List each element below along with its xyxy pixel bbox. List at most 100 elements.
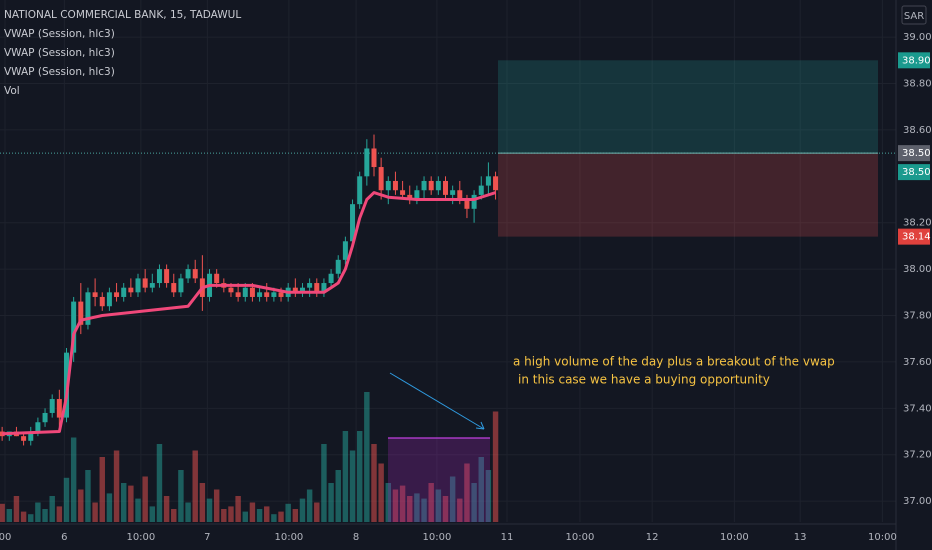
candle-body: [428, 180, 434, 191]
entry-label-bg: [898, 164, 930, 181]
volume-bar: [328, 483, 334, 522]
volume-bar: [142, 476, 148, 522]
candle-body: [471, 194, 477, 209]
y-tick-label: 37.00: [903, 496, 932, 507]
candle-body: [435, 180, 441, 191]
volume-bar: [185, 502, 191, 522]
candle-body: [321, 283, 327, 293]
y-tick-label: 38.20: [903, 218, 932, 229]
volume-bar: [321, 444, 327, 522]
x-tick-label: 00: [0, 532, 11, 543]
volume-bar: [192, 450, 198, 522]
candle-body: [185, 269, 191, 279]
volume-bar: [378, 463, 384, 522]
x-tick-label: 11: [501, 532, 514, 543]
volume-bar: [271, 514, 277, 522]
volume-bar: [35, 502, 41, 522]
indicator-label: Vol: [4, 85, 20, 97]
volume-bar: [28, 514, 34, 522]
candle-body: [214, 273, 220, 284]
loss-zone: [498, 153, 878, 237]
candle-body: [35, 422, 41, 432]
volume-bar: [135, 498, 141, 522]
candle-body: [28, 431, 34, 441]
x-tick-label: 10:00: [274, 532, 303, 543]
x-tick-label: 10:00: [126, 532, 155, 543]
candle-body: [71, 301, 77, 353]
volume-bar: [249, 502, 256, 522]
candle-body: [457, 190, 463, 200]
volume-bar: [85, 470, 91, 522]
volume-bar: [0, 503, 5, 522]
currency: SAR: [904, 11, 924, 22]
candle-body: [350, 204, 356, 242]
candle-body: [156, 269, 162, 284]
candle-body: [378, 167, 384, 191]
annotation: a high volume of the day plus a breakout…: [513, 355, 835, 369]
x-tick-label: 10:00: [720, 532, 749, 543]
profit-zone: [498, 60, 878, 154]
candle-body: [442, 180, 448, 195]
volume-bar: [20, 511, 27, 522]
volume-bar: [49, 496, 55, 522]
candle-body: [192, 269, 198, 279]
volume-bar: [163, 496, 170, 522]
candle-body: [164, 269, 170, 284]
volume-bar: [421, 498, 427, 522]
volume-bar: [171, 509, 177, 522]
candle-body: [42, 412, 48, 423]
stop-label-bg: [898, 228, 930, 245]
currency-box: [901, 5, 927, 25]
volume-bar: [206, 498, 213, 522]
y-tick-label: 37.60: [903, 357, 932, 368]
candle-body: [478, 185, 484, 195]
x-tick-label: 7: [204, 532, 210, 543]
indicator-label: VWAP (Session, hlc3): [4, 28, 115, 40]
candle-body: [171, 283, 177, 293]
volume-bar: [478, 457, 484, 522]
volume-bar: [106, 493, 113, 522]
candle-body: [364, 148, 370, 177]
volume-bar: [99, 457, 105, 522]
candle-body: [21, 436, 27, 441]
candle-body: [421, 180, 427, 191]
y-tick-label: 38.80: [903, 79, 932, 90]
volume-pane: [0, 392, 499, 522]
y-tick-label: 37.40: [903, 403, 932, 414]
candle-body: [278, 292, 284, 297]
volume-bar: [213, 489, 220, 522]
candle-body: [307, 283, 313, 288]
volume-bar: [235, 496, 241, 522]
indicator-label: VWAP (Session, hlc3): [4, 47, 115, 59]
target-label: 38.90: [902, 55, 931, 66]
x-tick-label: 6: [61, 532, 67, 543]
volume-bar: [228, 506, 234, 522]
candle-body: [485, 176, 491, 186]
x-tick-label: 12: [646, 532, 659, 543]
volume-bar: [56, 506, 63, 522]
volume-bar: [442, 496, 449, 522]
candle-body: [257, 292, 263, 297]
axes: 39.00 38.80 38.60 38.20 38.00 37.80 37.60 37.40…: [0, 32, 932, 543]
highlight-box: [388, 438, 490, 522]
candle-body: [292, 287, 298, 293]
volume-bar: [399, 485, 406, 522]
y-tick-label: 37.20: [903, 450, 932, 461]
candle-body: [85, 292, 91, 325]
entry-label-bg: [898, 145, 930, 162]
y-tick-label: 37.80: [903, 311, 932, 322]
volume-bar: [457, 498, 463, 522]
candle-body: [299, 287, 305, 293]
candle-body: [142, 278, 148, 288]
vwap-line: [2, 191, 497, 436]
stop-label: 38.14: [902, 232, 931, 243]
candle-body: [335, 259, 341, 274]
entry-label: 38.50: [902, 167, 931, 178]
arrow-head: [475, 421, 485, 430]
volume-bar: [407, 496, 413, 522]
x-tick-label: 10:00: [566, 532, 595, 543]
volume-bar: [120, 483, 127, 522]
volume-bar: [149, 506, 156, 522]
